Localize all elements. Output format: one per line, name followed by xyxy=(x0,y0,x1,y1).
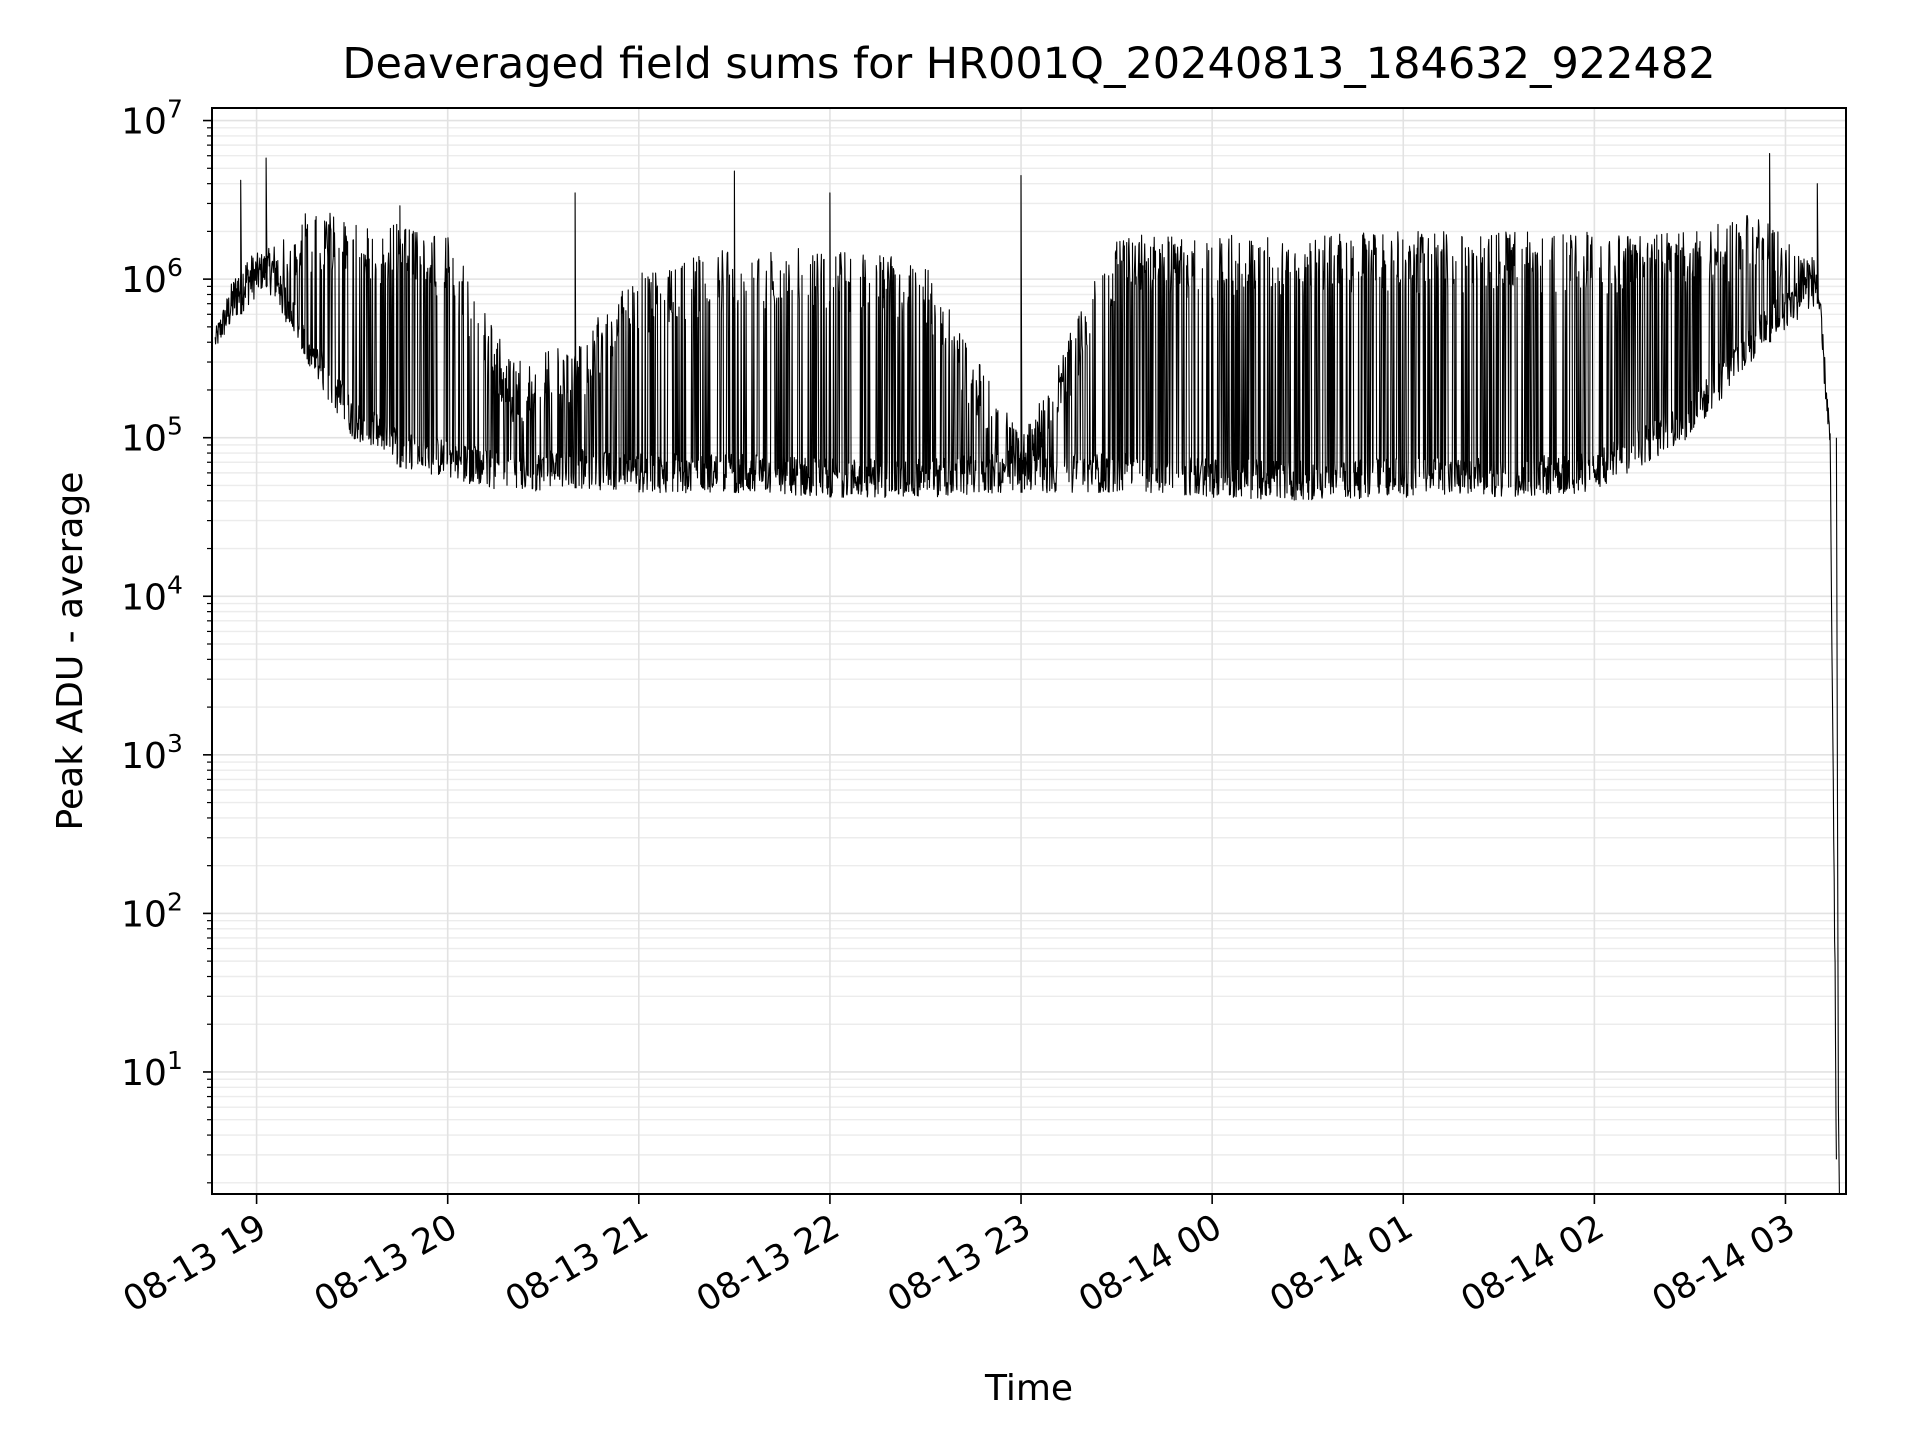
x-tick-label: 08-13 22 xyxy=(690,1207,846,1320)
y-ticks: 101 102 103 104 105 106 107 xyxy=(121,95,212,1184)
y-tick-label: 102 xyxy=(121,887,183,935)
chart-title: Deaveraged field sums for HR001Q_2024081… xyxy=(342,39,1715,89)
x-tick-label: 08-13 23 xyxy=(881,1207,1037,1320)
y-tick-label: 101 xyxy=(121,1046,183,1094)
x-tick-label: 08-14 01 xyxy=(1263,1207,1419,1320)
x-ticks: 08-13 19 08-13 20 08-13 21 08-13 22 08-13 23… xyxy=(117,1194,1802,1320)
y-tick-label: 107 xyxy=(121,95,183,143)
y-tick-label: 103 xyxy=(121,729,183,777)
y-axis-label: Peak ADU - average xyxy=(50,472,91,831)
x-tick-label: 08-14 00 xyxy=(1072,1207,1228,1320)
x-axis-label: Time xyxy=(984,1368,1073,1409)
plot-frame xyxy=(211,107,1847,1195)
x-tick-label: 08-14 03 xyxy=(1646,1207,1802,1320)
x-tick-label: 08-13 21 xyxy=(499,1207,655,1320)
x-tick-label: 08-14 02 xyxy=(1455,1207,1611,1320)
y-tick-label: 106 xyxy=(121,253,183,301)
y-tick-label: 105 xyxy=(121,412,183,460)
grid-layer xyxy=(212,108,1846,1194)
x-tick-label: 08-13 19 xyxy=(117,1207,273,1320)
series-line xyxy=(214,152,1840,1195)
y-tick-label: 104 xyxy=(121,570,183,618)
x-tick-label: 08-13 20 xyxy=(308,1207,464,1320)
